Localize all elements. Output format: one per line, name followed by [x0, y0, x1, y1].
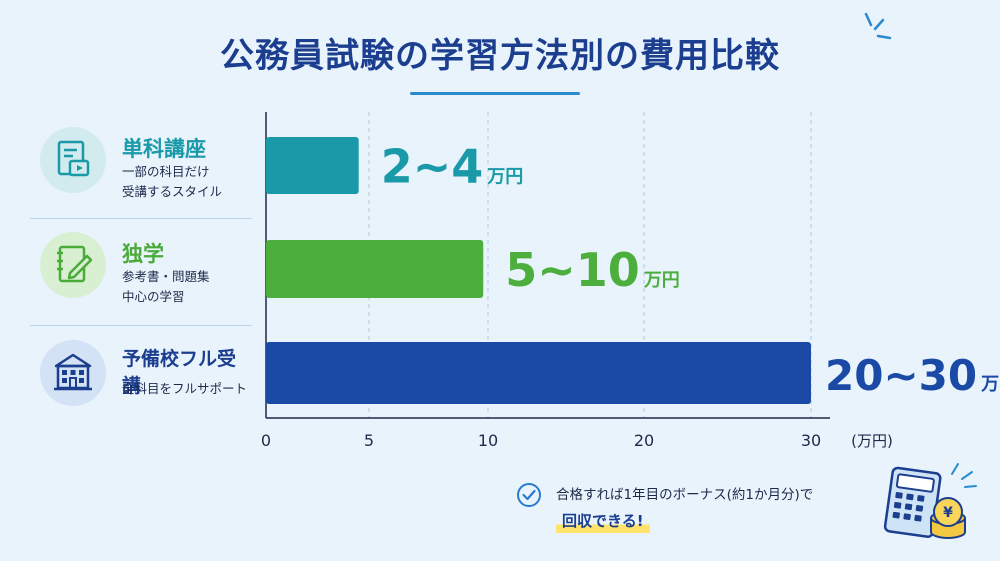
document-video-icon — [40, 127, 106, 193]
bar-label-2: 5~10 万円 — [505, 243, 680, 297]
calculator-coins-icon: ¥ — [883, 463, 977, 539]
bar-label-3: 20~30万円 — [825, 351, 1000, 400]
row-title-tanka: 単科講座 — [122, 137, 206, 161]
row-desc-yobiko-1: 全科目をフルサポート — [122, 381, 248, 396]
row-desc-dokugaku-1: 参考書・問題集 — [122, 269, 210, 284]
x-tick-label: 10 — [478, 431, 498, 450]
sparkle-icon — [864, 12, 892, 40]
notebook-pencil-icon — [40, 232, 106, 298]
bar-1 — [266, 137, 359, 194]
note-line-1: 合格すれば1年目のボーナス(約1か月分)で — [556, 487, 814, 503]
school-building-icon — [40, 340, 106, 406]
x-tick-label: 20 — [634, 431, 654, 450]
page-title: 公務員試験の学習方法別の費用比較 — [220, 36, 780, 76]
x-tick-label: 5 — [364, 431, 374, 450]
row-title-yobiko: 予備校フル受講 — [122, 348, 237, 397]
row-tanka: 単科講座 一部の科目だけ 受講するスタイル — [30, 115, 252, 215]
note-area: 合格すれば1年目のボーナス(約1か月分)で 回収できる! — [516, 480, 896, 550]
svg-text:¥: ¥ — [943, 505, 953, 521]
divider — [30, 218, 252, 219]
row-yobiko: 予備校フル受講 全科目をフルサポート — [30, 328, 252, 428]
title-underline — [410, 92, 580, 95]
x-tick-label: 0 — [261, 431, 271, 450]
divider — [30, 325, 252, 326]
bar-3 — [266, 342, 811, 404]
bar-2 — [266, 240, 484, 298]
row-desc-dokugaku-2: 中心の学習 — [122, 289, 185, 304]
bar-label-1: 2~4 万円 — [381, 140, 524, 194]
row-title-dokugaku: 独学 — [122, 242, 164, 266]
note-line-2: 回収できる! — [556, 510, 650, 533]
x-axis-unit: (万円) — [851, 432, 893, 450]
row-dokugaku: 独学 参考書・問題集 中心の学習 — [30, 220, 252, 320]
row-desc-tanka-2: 受講するスタイル — [122, 184, 223, 199]
row-desc-tanka-1: 一部の科目だけ — [122, 164, 210, 179]
x-tick-label: 30 — [801, 431, 821, 450]
check-circle-icon — [517, 483, 541, 507]
